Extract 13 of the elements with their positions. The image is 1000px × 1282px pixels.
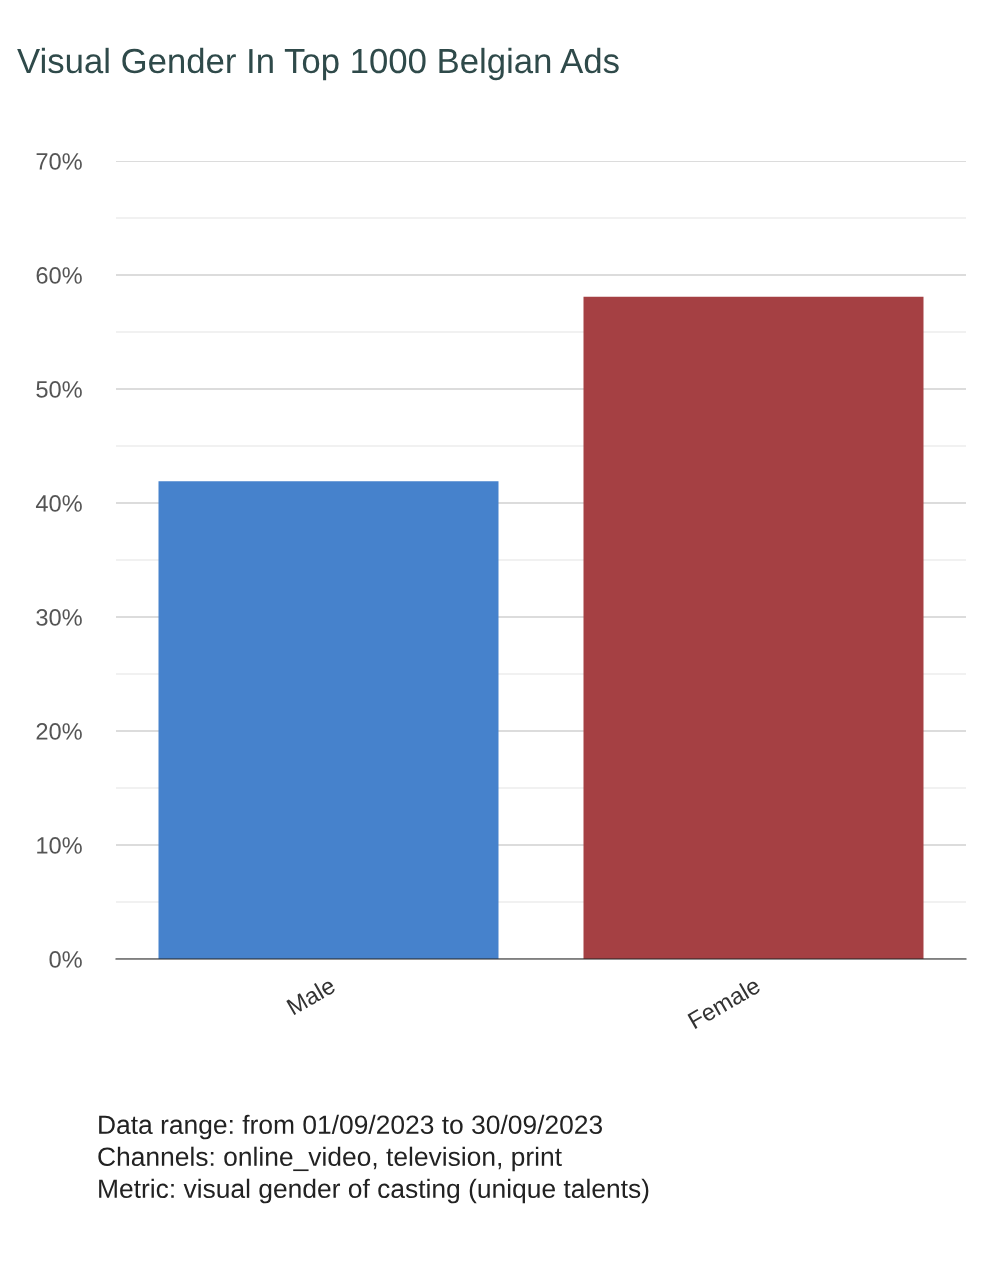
text: Channels: online_video, television, print [98, 1146, 562, 1172]
chart-title: Visual Gender In Top 1000 Belgian Ads [17, 47, 619, 81]
y-tick-label: 10% [37, 837, 82, 854]
y-tick-label: 0% [49, 951, 82, 968]
text: Data range: from 01/09/2023 to 30/09/2023 [99, 1114, 602, 1140]
y-tick-label: 50% [36, 381, 82, 398]
y-tick-label: 70% [36, 153, 82, 170]
y-tick-label: 60% [36, 267, 82, 284]
text: Metric: visual gender of casting (unique talents) [99, 1178, 649, 1204]
y-tick-label: 30% [36, 609, 82, 626]
y-tick-label: 40% [35, 495, 82, 512]
y-tick-label: 20% [36, 723, 82, 740]
x-tick-label: Male [285, 976, 337, 1016]
